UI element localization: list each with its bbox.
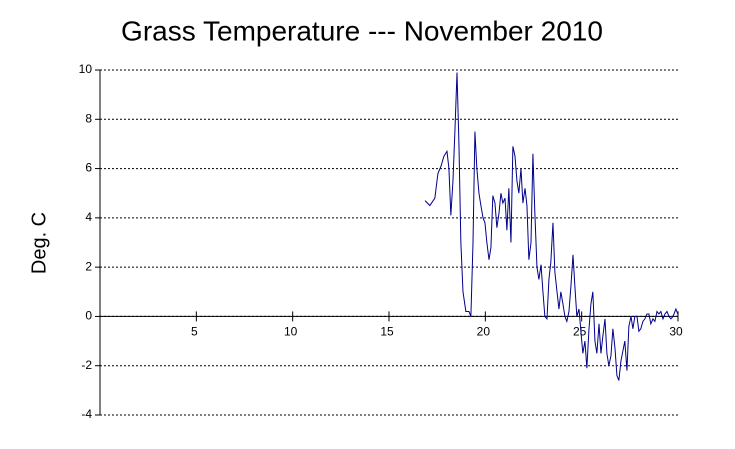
chart-title: Grass Temperature --- November 2010 [121, 15, 603, 46]
y-tick-label: 6 [85, 161, 92, 175]
y-tick-label: 0 [85, 309, 92, 323]
y-tick-label: 10 [79, 62, 93, 76]
x-tick-label: 5 [191, 325, 198, 339]
data-line [424, 72, 679, 381]
x-tick-label: 20 [477, 325, 491, 339]
y-tick-label: -2 [81, 358, 92, 372]
x-tick-label: 10 [284, 325, 298, 339]
y-axis-label: Deg. C [28, 212, 50, 274]
x-tick-label: 15 [380, 325, 394, 339]
y-tick-label: 2 [85, 259, 92, 273]
x-tick-label: 30 [669, 325, 683, 339]
y-tick-label: 8 [85, 111, 92, 125]
y-tick-label: -4 [81, 407, 92, 421]
x-tick-label: 25 [573, 325, 587, 339]
y-tick-label: 4 [85, 210, 92, 224]
